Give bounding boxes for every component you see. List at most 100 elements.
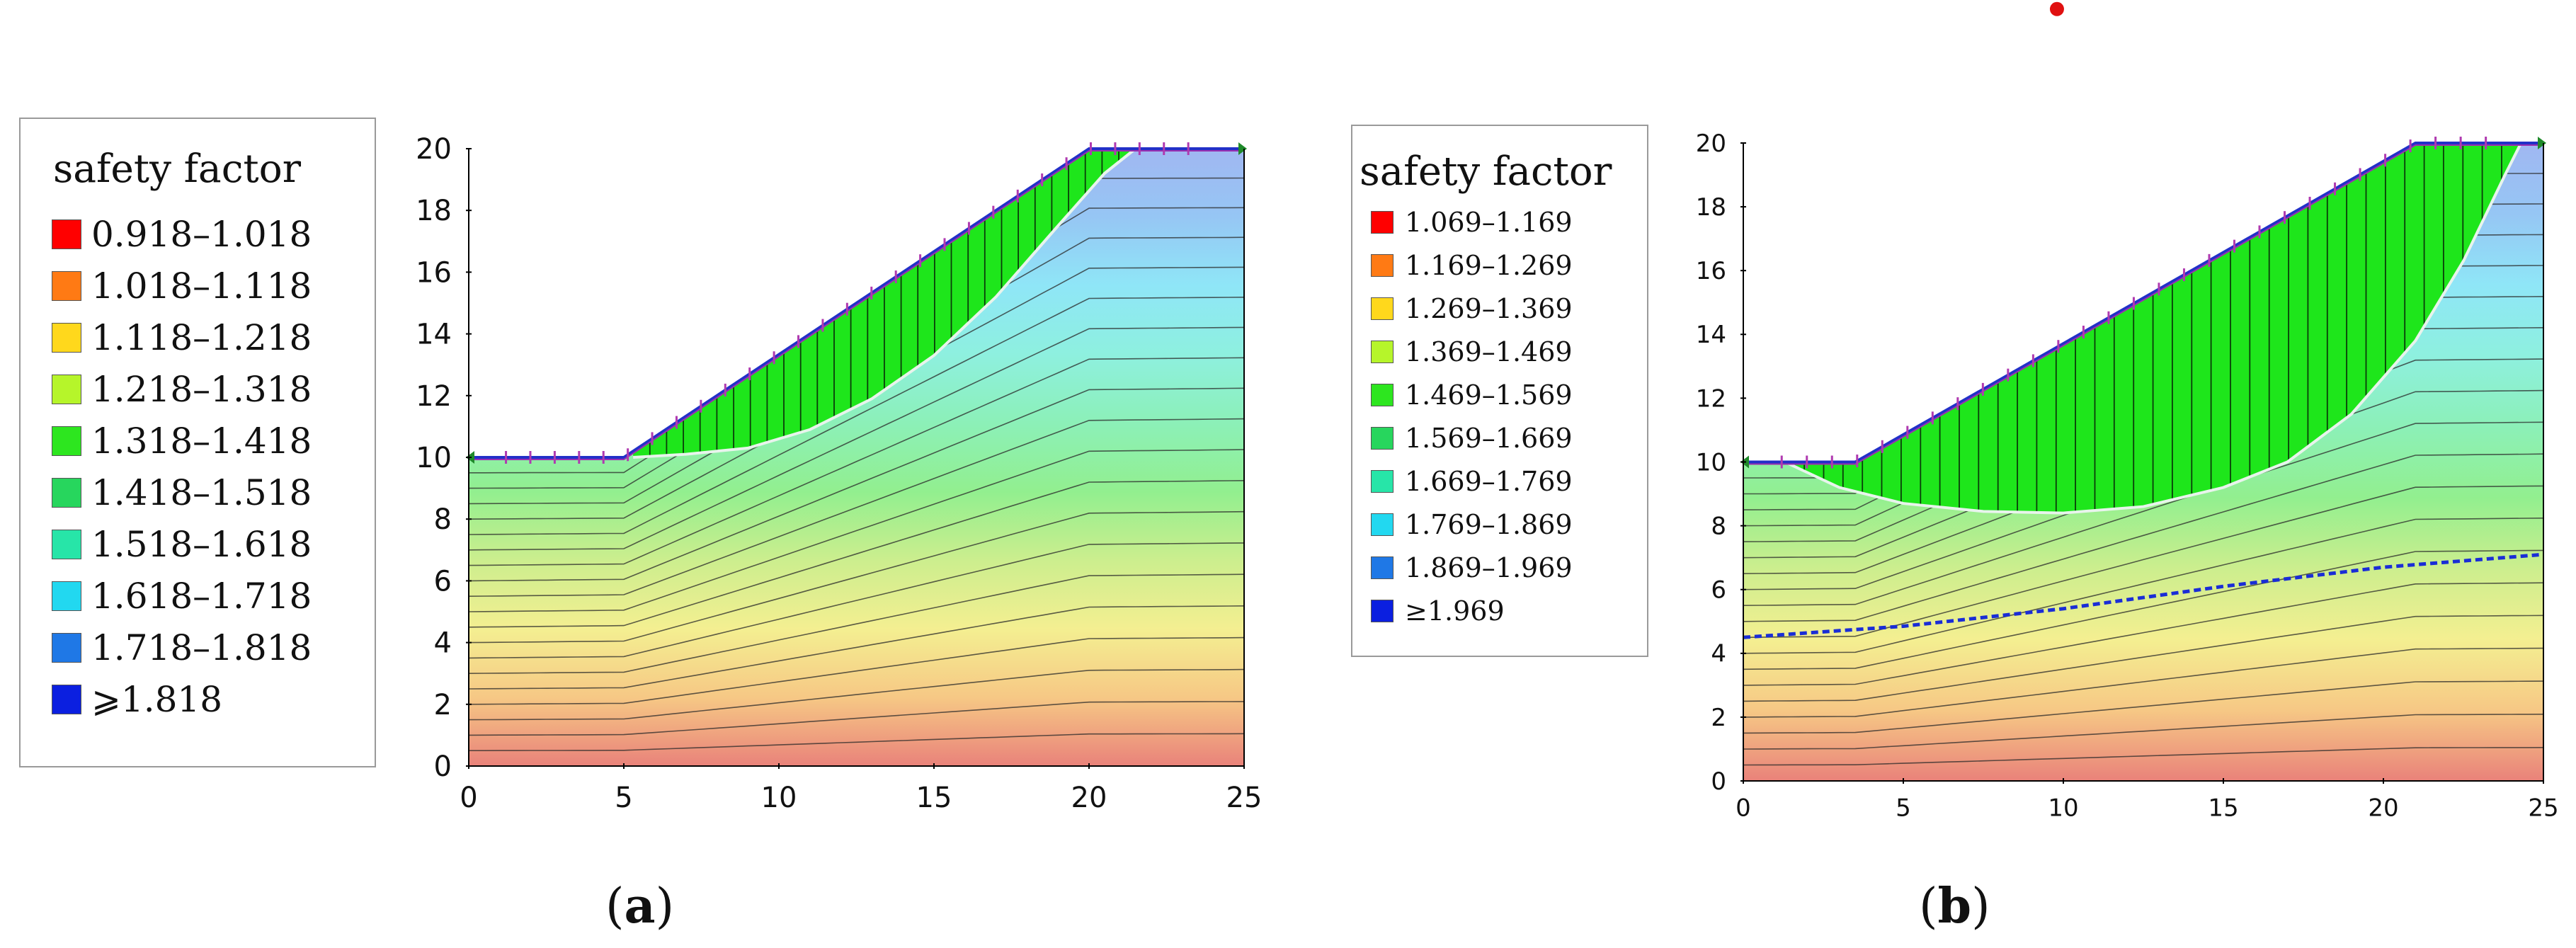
legend-item: 1.369–1.469 xyxy=(1352,336,1647,367)
y-tick-label: 2 xyxy=(434,689,452,721)
legend-swatch xyxy=(52,685,81,714)
slope-surface-shadow xyxy=(469,150,1244,460)
legend-swatch xyxy=(52,323,81,353)
contour-line xyxy=(469,542,1244,659)
contour-line xyxy=(1743,680,2543,734)
legend-label: 1.018–1.118 xyxy=(91,265,312,307)
y-tick-label: 4 xyxy=(1711,640,1726,668)
x-tick-label: 5 xyxy=(1896,794,1911,822)
contour-line xyxy=(1743,747,2543,766)
contour-line xyxy=(469,605,1244,690)
legend-swatch xyxy=(1371,427,1394,450)
y-tick-label: 10 xyxy=(416,442,452,474)
contour-line xyxy=(1743,421,2543,606)
legend-label: 1.469–1.569 xyxy=(1405,379,1573,411)
legend-swatch xyxy=(52,478,81,508)
contour-line xyxy=(469,418,1244,597)
legend-item: 1.869–1.969 xyxy=(1352,552,1647,583)
x-tick-label: 0 xyxy=(1736,794,1751,822)
surface-markers xyxy=(505,142,1190,464)
x-tick-label: 25 xyxy=(2528,794,2558,822)
legend-item: 0.918–1.018 xyxy=(21,214,375,255)
legend-swatch xyxy=(52,271,81,301)
legend-label: 1.418–1.518 xyxy=(91,472,312,513)
legend-item: 1.018–1.118 xyxy=(21,265,375,307)
contour-line xyxy=(469,297,1244,535)
legend-item: 1.469–1.569 xyxy=(1352,379,1647,411)
legend-label: 1.269–1.369 xyxy=(1405,293,1573,324)
contour-line xyxy=(469,357,1244,566)
y-tick-label: 14 xyxy=(1696,321,1726,349)
legend-label: 1.618–1.718 xyxy=(91,576,312,617)
legend-swatch xyxy=(1371,254,1394,277)
legend-label: 0.918–1.018 xyxy=(91,214,312,255)
y-tick-label: 6 xyxy=(1711,576,1726,605)
caption-label: b xyxy=(1937,878,1972,935)
slip-surface xyxy=(1784,142,2523,515)
legend-label: 1.769–1.869 xyxy=(1405,509,1573,540)
contour-line xyxy=(469,668,1244,721)
contour-line xyxy=(1743,582,2543,686)
legend-label: ⩾1.818 xyxy=(91,679,223,720)
legend-item: 1.418–1.518 xyxy=(21,472,375,513)
legend-swatch xyxy=(1371,470,1394,493)
surface-markers xyxy=(1780,137,2487,469)
y-tick-label: 12 xyxy=(1696,384,1726,413)
contour-line xyxy=(469,449,1244,612)
contour-line xyxy=(469,701,1244,736)
legend-title: safety factor xyxy=(53,146,302,191)
dashed-line xyxy=(1743,552,2544,639)
legend-item: 1.169–1.269 xyxy=(1352,250,1647,281)
legend-swatch xyxy=(52,375,81,404)
y-tick-label: 4 xyxy=(434,627,452,660)
legend-item: ≥1.969 xyxy=(1352,595,1647,627)
y-tick-label: 0 xyxy=(1711,767,1726,796)
legend-a: safety factor 0.918–1.018 1.018–1.118 1.11… xyxy=(19,118,376,767)
contour-line xyxy=(1743,615,2543,702)
slip-surface xyxy=(633,147,1136,459)
contour-line xyxy=(1743,518,2543,654)
legend-item: 1.118–1.218 xyxy=(21,317,375,358)
legend-swatch xyxy=(1371,211,1394,234)
x-tick-label: 15 xyxy=(916,782,952,814)
legend-label: 1.318–1.418 xyxy=(91,421,312,462)
y-tick-label: 14 xyxy=(416,319,452,351)
x-tick-label: 10 xyxy=(2048,794,2078,822)
legend-label: 1.118–1.218 xyxy=(91,317,312,358)
x-tick-label: 10 xyxy=(761,782,797,814)
contour-line xyxy=(469,387,1244,582)
legend-swatch xyxy=(52,219,81,249)
y-tick-label: 6 xyxy=(434,565,452,598)
y-tick-label: 0 xyxy=(434,750,452,783)
slope-surface-shadow xyxy=(1743,144,2543,465)
x-tick-label: 0 xyxy=(460,782,477,814)
legend-item: 1.269–1.369 xyxy=(1352,293,1647,324)
chart-b: 0246810121416182005101520251.069 xyxy=(1696,1,2559,822)
contour-line xyxy=(469,510,1244,644)
y-tick-label: 2 xyxy=(1711,704,1726,732)
contour-line xyxy=(469,480,1244,628)
legend-item: 1.069–1.169 xyxy=(1352,207,1647,238)
y-tick-label: 20 xyxy=(1696,130,1726,158)
boundary-arrow-right xyxy=(1238,142,1247,155)
y-tick-label: 12 xyxy=(416,380,452,413)
legend-swatch xyxy=(52,581,81,611)
legend-swatch xyxy=(1371,384,1394,406)
y-tick-label: 18 xyxy=(1696,193,1726,222)
critical-center-marker xyxy=(2049,1,2064,16)
legend-label: 1.218–1.318 xyxy=(91,369,312,410)
legend-item: 1.718–1.818 xyxy=(21,627,375,668)
contour-line xyxy=(1743,549,2543,670)
legend-item: 1.618–1.718 xyxy=(21,576,375,617)
legend-label: 1.369–1.469 xyxy=(1405,336,1573,367)
contour-line xyxy=(1743,453,2543,622)
contour-line xyxy=(1743,647,2543,718)
y-tick-label: 16 xyxy=(416,256,452,289)
legend-label: ≥1.969 xyxy=(1405,595,1505,627)
legend-swatch xyxy=(1371,341,1394,363)
x-tick-label: 15 xyxy=(2208,794,2238,822)
legend-swatch xyxy=(1371,600,1394,622)
contour-line xyxy=(469,326,1244,551)
ground-region xyxy=(469,149,1244,766)
y-tick-label: 8 xyxy=(434,503,452,536)
